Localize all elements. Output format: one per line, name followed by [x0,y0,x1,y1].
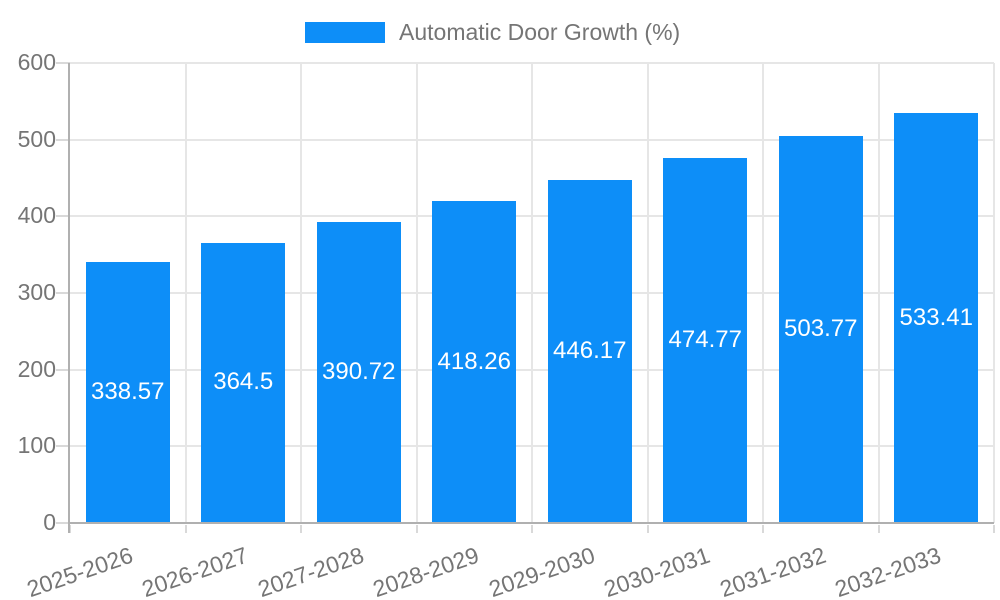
x-axis-tick [993,525,995,533]
legend-label[interactable]: Automatic Door Growth (%) [399,19,681,45]
bar-value-label: 418.26 [437,347,511,375]
bar[interactable]: 418.26 [432,201,517,522]
bar[interactable]: 338.57 [85,262,170,522]
gridline [300,63,302,523]
y-axis-tick [56,445,70,448]
legend-swatch-icon[interactable] [305,21,385,43]
y-axis-label: 0 [43,509,56,535]
bar-value-label: 533.41 [899,303,973,331]
y-axis-line [68,63,70,533]
x-axis-label: 2026-2027 [138,541,252,600]
gridline [415,63,418,523]
x-axis-tick [531,525,533,533]
gridline [993,63,995,523]
x-axis-line [68,522,994,524]
x-axis-label: 2025-2026 [23,541,136,600]
x-axis-tick [415,525,418,533]
gridline [646,63,649,523]
bar-value-label: 338.57 [91,378,165,406]
bar[interactable]: 533.41 [894,113,979,522]
bar-value-label: 503.77 [784,314,858,342]
y-axis-label: 600 [17,49,56,75]
chart-legend[interactable]: Automatic Door Growth (%) [305,20,680,44]
x-axis-tick [762,525,764,533]
x-axis-label: 2028-2029 [369,541,483,600]
y-axis-tick [56,62,70,64]
y-axis-tick [56,368,70,371]
y-axis-label: 100 [17,432,56,459]
gridline [184,63,187,523]
gridline [531,63,533,523]
y-axis-label: 400 [17,202,56,229]
y-axis-tick [56,522,70,524]
bar-value-label: 390.72 [322,358,396,386]
bar[interactable]: 474.77 [663,158,748,522]
bar[interactable]: 390.72 [316,222,401,522]
gridline [877,63,880,523]
x-axis-label: 2031-2032 [716,541,829,600]
y-axis-label: 200 [17,355,56,382]
bar-value-label: 474.77 [668,325,742,353]
y-axis-tick [56,215,70,218]
x-axis-label: 2029-2030 [485,541,598,600]
y-axis-label: 500 [17,125,56,152]
bar-value-label: 364.5 [213,368,274,396]
y-axis-label: 300 [17,279,56,305]
x-axis-tick [69,525,71,533]
y-axis-tick [56,138,70,141]
gridline [762,63,764,523]
x-axis-label: 2030-2031 [600,541,714,600]
x-axis-tick [184,525,187,533]
bar-value-label: 446.17 [553,336,627,364]
y-axis-tick [56,292,70,294]
bar[interactable]: 503.77 [778,135,863,522]
bar[interactable]: 364.5 [201,242,286,522]
x-axis-label: 2032-2033 [831,541,945,600]
x-axis-label: 2027-2028 [254,541,367,600]
x-axis-tick [877,525,880,533]
x-axis-tick [300,525,302,533]
x-axis-tick [646,525,649,533]
bar[interactable]: 446.17 [547,179,632,522]
